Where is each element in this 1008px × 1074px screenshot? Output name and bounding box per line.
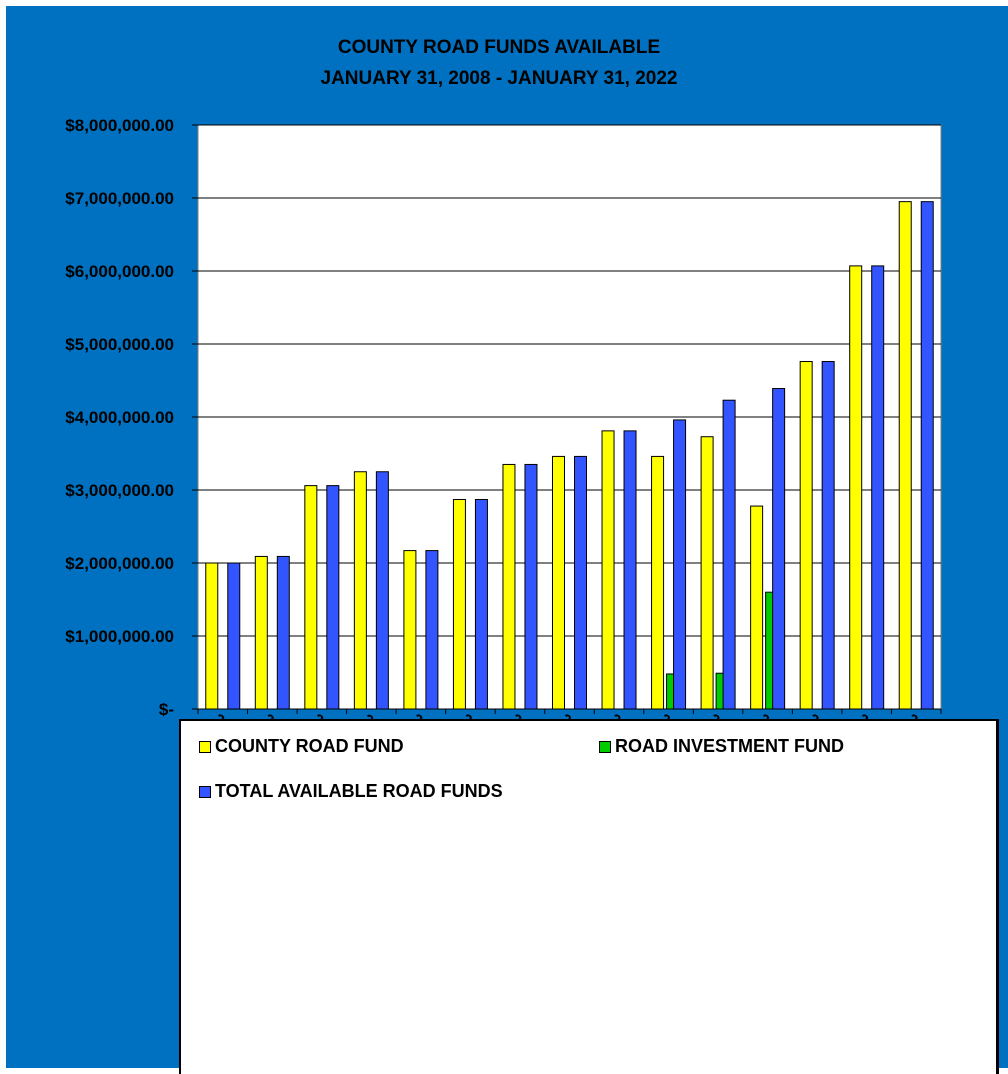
bar-0-2008 [205, 562, 219, 710]
bar-0-2010 [304, 485, 318, 710]
bar-2-2016 [623, 430, 637, 710]
legend-item-total-available-road-funds: TOTAL AVAILABLE ROAD FUNDS [199, 781, 503, 802]
bar-2-2014 [524, 463, 538, 710]
bar-2-2018 [722, 399, 736, 710]
legend-label-county-road-fund: COUNTY ROAD FUND [215, 736, 404, 756]
bar-2-2009 [276, 555, 290, 710]
y-tick-label-3: $3,000,000.00 [65, 481, 174, 500]
y-tick-label-5: $5,000,000.00 [65, 335, 174, 354]
legend-label-road-investment-fund: ROAD INVESTMENT FUND [615, 736, 844, 756]
y-tick-label-0: $- [159, 700, 174, 719]
bar-2-2019 [772, 388, 786, 710]
bar-0-2015 [552, 455, 565, 710]
bar-0-2014 [502, 463, 516, 710]
y-tick-label-4: $4,000,000.00 [65, 408, 174, 427]
legend-item-county-road-fund: COUNTY ROAD FUND [199, 736, 404, 757]
bar-0-2020 [799, 361, 813, 710]
bar-2-2012 [425, 550, 439, 710]
bar-0-2022 [898, 201, 912, 710]
bar-2-2020 [821, 361, 835, 710]
bar-0-2009 [254, 555, 268, 710]
chart-frame: COUNTY ROAD FUNDS AVAILABLE JANUARY 31, … [6, 6, 1008, 1074]
bar-2-2013 [474, 498, 488, 710]
y-tick-label-7: $7,000,000.00 [65, 189, 174, 208]
bar-2-2017 [673, 419, 687, 710]
chart-title-line-1: COUNTY ROAD FUNDS AVAILABLE [338, 37, 660, 58]
bar-0-2016 [601, 430, 615, 710]
bar-2-2022 [920, 201, 934, 710]
legend-item-road-investment-fund: ROAD INVESTMENT FUND [599, 736, 844, 757]
y-tick-labels: $- $1,000,000.00 $2,000,000.00 $3,000,000.0… [65, 116, 198, 719]
gridlines [198, 124, 941, 710]
bar-2-2021 [871, 265, 885, 710]
y-tick-label-2: $2,000,000.00 [65, 554, 174, 573]
y-tick-label-6: $6,000,000.00 [65, 262, 174, 281]
bar-2-2015 [574, 455, 587, 710]
legend-swatch-road-investment-fund [599, 740, 611, 753]
chart-svg: COUNTY ROAD FUNDS AVAILABLE JANUARY 31, … [65, 37, 942, 744]
bar-0-2013 [452, 498, 466, 710]
y-tick-label-8: $8,000,000.00 [65, 116, 174, 135]
legend: COUNTY ROAD FUND ROAD INVESTMENT FUND TO… [179, 719, 999, 1074]
bar-0-2021 [849, 265, 863, 710]
legend-swatch-county-road-fund [199, 740, 211, 753]
bar-0-2012 [403, 550, 417, 710]
bar-0-2011 [353, 471, 367, 710]
bar-0-2017 [651, 455, 665, 710]
legend-label-total-available-road-funds: TOTAL AVAILABLE ROAD FUNDS [215, 781, 503, 801]
bar-0-2019 [750, 505, 764, 710]
bar-0-2018 [700, 436, 714, 710]
chart-title-line-2: JANUARY 31, 2008 - JANUARY 31, 2022 [321, 68, 678, 89]
legend-swatch-total-available-road-funds [199, 785, 211, 798]
y-tick-label-1: $1,000,000.00 [65, 627, 174, 646]
bar-2-2011 [375, 471, 389, 710]
bar-2-2010 [326, 485, 340, 710]
bars [205, 201, 934, 710]
bar-2-2008 [227, 562, 241, 710]
